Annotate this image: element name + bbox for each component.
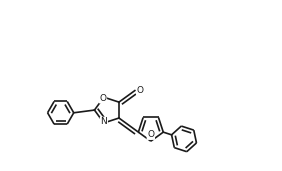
Text: O: O xyxy=(147,130,154,139)
Text: O: O xyxy=(137,86,144,95)
Text: N: N xyxy=(100,117,107,126)
Text: O: O xyxy=(99,94,106,103)
